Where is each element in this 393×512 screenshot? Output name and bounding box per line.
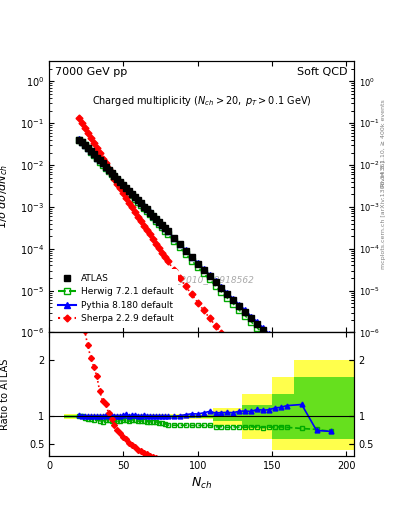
Pythia 8.180 default (178, 241, 182, 247)
Legend: ATLAS, Herwig 7.2.1 default, Pythia 8.180 default, Sherpa 2.2.9 default: ATLAS, Herwig 7.2.1 default, Pythia 8.18… (53, 269, 178, 328)
Line: Sherpa 2.2.9 default: Sherpa 2.2.9 default (79, 118, 331, 464)
Text: ATLAS_2010_S8918562: ATLAS_2010_S8918562 (149, 275, 254, 284)
ATLAS (329, 393, 334, 399)
Text: Soft QCD: Soft QCD (297, 67, 348, 77)
Pythia 8.180 default (201, 266, 206, 272)
Sherpa 2.2.9 default (103, 160, 108, 166)
Sherpa 2.2.9 default (172, 267, 176, 273)
Pythia 8.180 default (103, 163, 108, 169)
Text: mcplots.cern.ch [arXiv:1306.3436]: mcplots.cern.ch [arXiv:1306.3436] (381, 161, 386, 269)
ATLAS (172, 234, 176, 241)
Text: Charged multiplicity ($N_{ch}>20,\;p_T>0.1$ GeV): Charged multiplicity ($N_{ch}>20,\;p_T>0… (92, 94, 311, 108)
Pythia 8.180 default (136, 197, 141, 203)
ATLAS (201, 267, 206, 273)
ATLAS (77, 137, 81, 143)
Sherpa 2.2.9 default (136, 214, 141, 220)
Sherpa 2.2.9 default (77, 115, 81, 121)
Y-axis label: $1/\sigma\;d\sigma/dN_{ch}$: $1/\sigma\;d\sigma/dN_{ch}$ (0, 164, 9, 229)
Sherpa 2.2.9 default (201, 307, 206, 313)
Text: Rivet 3.1.10, ≥ 400k events: Rivet 3.1.10, ≥ 400k events (381, 99, 386, 187)
Sherpa 2.2.9 default (178, 275, 182, 281)
ATLAS (178, 241, 182, 247)
ATLAS (103, 164, 108, 170)
Herwig 7.2.1 default (201, 270, 206, 276)
Herwig 7.2.1 default (329, 399, 334, 405)
Line: ATLAS: ATLAS (76, 137, 334, 399)
Line: Pythia 8.180 default: Pythia 8.180 default (79, 139, 331, 392)
Herwig 7.2.1 default (136, 199, 141, 205)
Y-axis label: Ratio to ATLAS: Ratio to ATLAS (0, 358, 9, 430)
Sherpa 2.2.9 default (329, 461, 334, 467)
Pythia 8.180 default (77, 136, 81, 142)
Herwig 7.2.1 default (103, 165, 108, 171)
X-axis label: $N_{ch}$: $N_{ch}$ (191, 476, 212, 491)
Herwig 7.2.1 default (172, 238, 176, 244)
Pythia 8.180 default (329, 389, 334, 395)
Pythia 8.180 default (172, 234, 176, 241)
Pythia 8.180 default (163, 225, 167, 231)
Text: 7000 GeV pp: 7000 GeV pp (55, 67, 127, 77)
Line: Herwig 7.2.1 default: Herwig 7.2.1 default (79, 140, 331, 402)
ATLAS (163, 225, 167, 231)
Sherpa 2.2.9 default (163, 254, 167, 260)
Herwig 7.2.1 default (163, 228, 167, 234)
ATLAS (136, 197, 141, 203)
Herwig 7.2.1 default (178, 244, 182, 250)
Herwig 7.2.1 default (77, 137, 81, 143)
